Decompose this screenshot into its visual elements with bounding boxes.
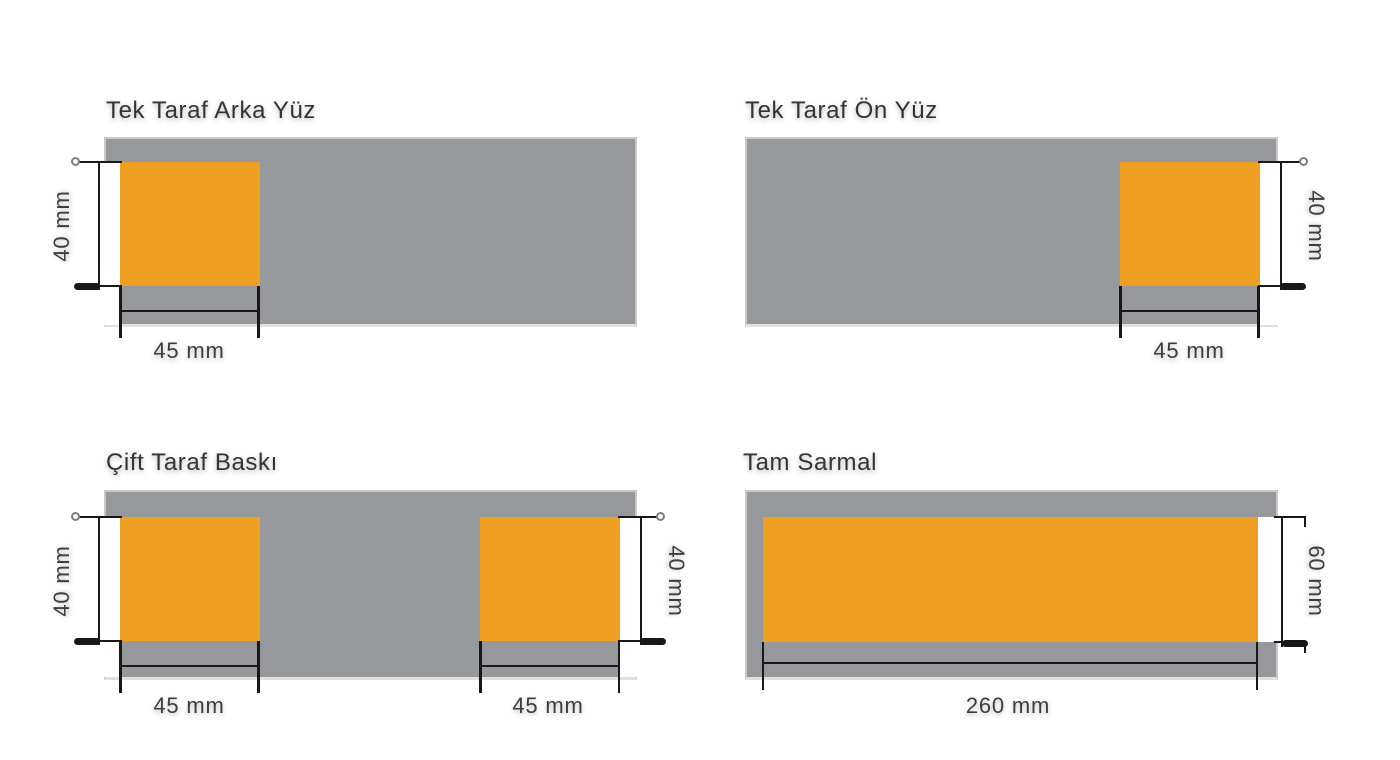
dimension-line xyxy=(97,517,100,645)
dimension-tick xyxy=(1258,284,1282,287)
dimension-line xyxy=(97,162,100,290)
dimension-tick-thick xyxy=(640,638,666,645)
dimension-line xyxy=(1119,309,1259,312)
panel-title: Çift Taraf Baskı xyxy=(106,449,278,476)
dimension-tick-thick xyxy=(74,283,100,290)
dimension-end-dot xyxy=(71,156,80,166)
height-dimension-label: 60 mm xyxy=(1304,545,1329,617)
dimension-tick xyxy=(1303,642,1306,653)
dimension-line xyxy=(761,642,764,690)
dimension-line xyxy=(119,286,122,338)
dimension-line xyxy=(479,641,482,693)
dimension-tick xyxy=(97,284,122,287)
dimension-line xyxy=(257,641,260,693)
dimension-line xyxy=(1257,286,1260,338)
edge-highlight-strip xyxy=(1258,517,1278,642)
dimension-line xyxy=(119,664,259,667)
dimension-end-dot xyxy=(1299,156,1308,166)
print-area xyxy=(1120,162,1260,286)
dimension-line xyxy=(119,641,122,693)
dimension-line xyxy=(639,517,642,645)
dimension-tick-thick xyxy=(1280,283,1306,290)
width-dimension-label: 45 mm xyxy=(1153,338,1225,363)
print-area xyxy=(120,162,260,286)
edge-highlight-strip xyxy=(104,517,120,677)
dimension-tick-thick xyxy=(1282,640,1308,647)
dimension-tick xyxy=(1274,515,1306,518)
print-area xyxy=(480,517,620,641)
dimension-line xyxy=(1280,517,1283,647)
dimension-tick-thick xyxy=(74,638,100,645)
panel-title: Tek Taraf Ön Yüz xyxy=(745,97,938,124)
edge-highlight-strip xyxy=(618,517,637,677)
dimension-tick xyxy=(1258,160,1304,163)
dimension-tick xyxy=(76,515,122,518)
width-dimension-label: 260 mm xyxy=(965,693,1051,718)
print-area xyxy=(120,517,260,641)
edge-highlight-strip xyxy=(1258,162,1278,325)
dimension-tick xyxy=(76,160,122,163)
dimension-end-dot xyxy=(71,511,80,521)
width-dimension-label: 45 mm xyxy=(153,338,225,363)
dimension-end-dot xyxy=(656,511,665,521)
dimension-tick xyxy=(618,515,664,518)
dimension-tick xyxy=(618,639,642,642)
dimension-line xyxy=(617,641,620,693)
width-dimension-label: 45 mm xyxy=(153,693,225,718)
dimension-line xyxy=(119,309,259,312)
edge-highlight-strip xyxy=(104,162,120,325)
dimension-line xyxy=(257,286,260,338)
dimension-line xyxy=(479,664,619,667)
panel-title: Tam Sarmal xyxy=(743,449,878,476)
width-dimension-label: 45 mm xyxy=(512,693,584,718)
panel-title: Tek Taraf Arka Yüz xyxy=(106,97,317,124)
dimension-tick xyxy=(1303,515,1306,527)
print-area xyxy=(763,517,1258,642)
dimension-tick xyxy=(97,639,122,642)
dimension-line xyxy=(1255,642,1258,690)
dimension-line xyxy=(1119,286,1122,338)
dimension-line xyxy=(761,661,1258,664)
dimension-line xyxy=(1279,162,1282,290)
